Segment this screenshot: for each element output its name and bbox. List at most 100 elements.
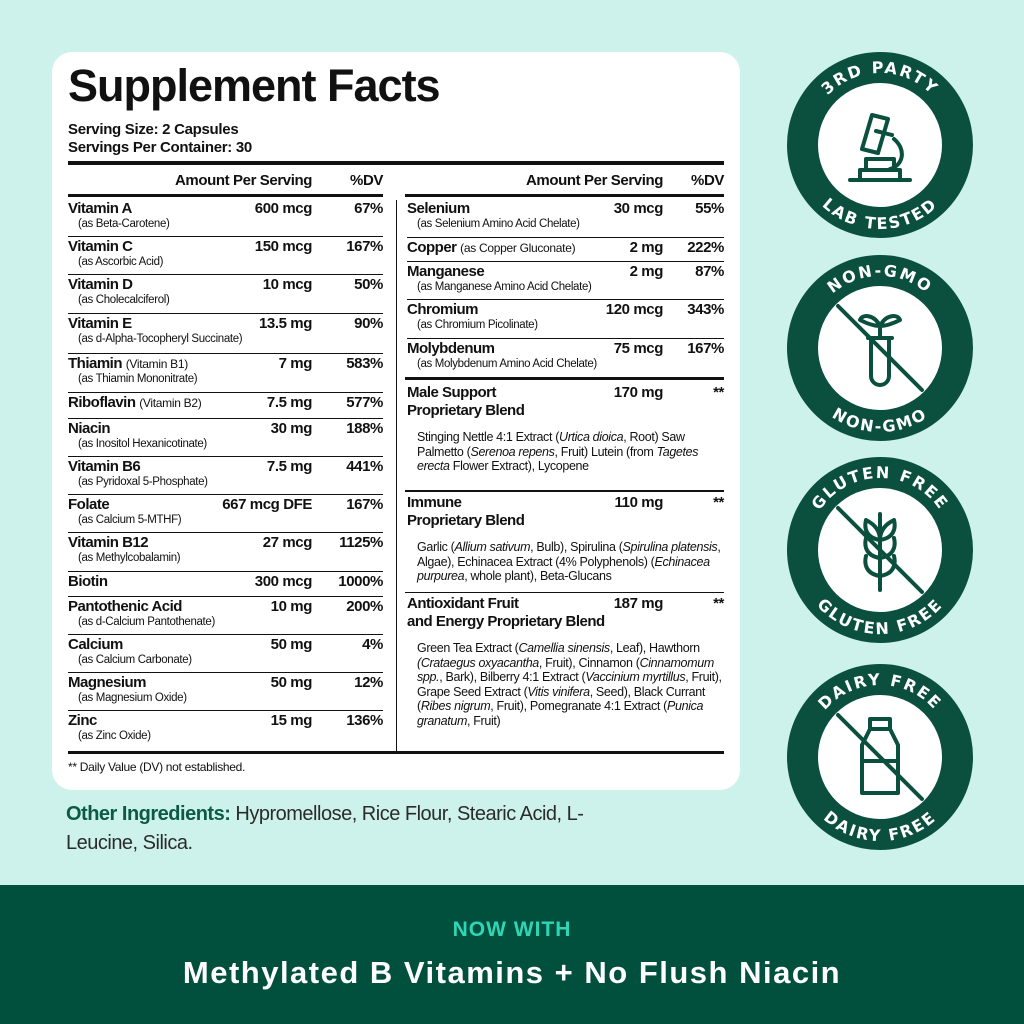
rule bbox=[405, 194, 724, 197]
amount: 110 mg bbox=[614, 494, 664, 511]
nutrient-name: Vitamin B12 bbox=[68, 534, 149, 551]
row-rule bbox=[68, 418, 383, 419]
nutrient-name: Vitamin B6 bbox=[68, 458, 141, 475]
row-rule bbox=[407, 261, 724, 262]
banner bbox=[0, 885, 1024, 1024]
blend-name: Male Support bbox=[407, 384, 497, 401]
nutrient: Vitamin B6 bbox=[68, 458, 141, 475]
row-rule bbox=[407, 299, 724, 300]
gluten-free-icon bbox=[836, 506, 924, 594]
nutrient: Riboflavin bbox=[68, 394, 136, 411]
amount: 2 mg bbox=[629, 263, 664, 280]
serving-size: Serving Size: 2 Capsules bbox=[68, 121, 239, 138]
nutrient: Magnesium bbox=[68, 674, 147, 691]
header-amount: Amount Per Serving bbox=[526, 172, 663, 189]
rule bbox=[68, 161, 724, 165]
nutrient: Molybdenum bbox=[407, 340, 495, 357]
nutrient-name: Chromium bbox=[407, 301, 479, 318]
description-part: , Fruit) Lutein (from bbox=[554, 444, 657, 459]
amount: 75 mcg bbox=[613, 340, 664, 357]
nutrient-source: (as d-Alpha-Tocopheryl Succinate) bbox=[78, 333, 243, 345]
description-part: , Fruit) bbox=[467, 713, 501, 728]
nutrient-source: (as Selenium Amino Acid Chelate) bbox=[417, 218, 580, 230]
daily-value: 343% bbox=[687, 301, 724, 318]
description-part: Allium sativum bbox=[454, 540, 531, 554]
row-rule bbox=[68, 236, 383, 237]
amount: 10 mcg bbox=[262, 276, 313, 293]
description-part: , Leaf), Hawthorn bbox=[609, 641, 700, 655]
nutrient: Vitamin D bbox=[68, 276, 133, 293]
daily-value: 136% bbox=[346, 712, 383, 729]
other-ingredients: Other Ingredients: Hypromellose, Rice Fl… bbox=[66, 800, 626, 858]
daily-value: ** bbox=[713, 595, 724, 612]
description-part: , Fruit), Cinnamon ( bbox=[538, 655, 640, 670]
amount: 50 mg bbox=[270, 674, 313, 691]
amount: 120 mcg bbox=[605, 301, 664, 318]
daily-value: ** bbox=[713, 384, 724, 401]
nutrient-source: (as Manganese Amino Acid Chelate) bbox=[417, 281, 592, 293]
header-dv: %DV bbox=[350, 172, 383, 189]
nutrient: Niacin bbox=[68, 420, 111, 437]
servings-per-container: Servings Per Container: 30 bbox=[68, 139, 252, 156]
nutrient-source: (as Magnesium Oxide) bbox=[78, 692, 187, 704]
blend-name: Immune bbox=[407, 494, 462, 511]
row-rule bbox=[68, 274, 383, 275]
description-part: Vaccinium myrtillus bbox=[585, 670, 686, 684]
title: Supplement Facts bbox=[68, 60, 441, 111]
header-dv: %DV bbox=[691, 172, 724, 189]
nutrient: Biotin bbox=[68, 573, 108, 590]
nutrient: Thiamin bbox=[68, 355, 123, 372]
amount: 30 mcg bbox=[613, 200, 664, 217]
row-rule bbox=[407, 338, 724, 339]
amount: 7.5 mg bbox=[266, 458, 313, 475]
nutrient-source: (as Thiamin Mononitrate) bbox=[78, 373, 198, 385]
nutrient: Selenium bbox=[407, 200, 470, 217]
blend-name: and Energy Proprietary Blend bbox=[407, 613, 605, 630]
nutrient-name: Manganese bbox=[407, 263, 485, 280]
nutrient-name: Vitamin A bbox=[68, 200, 132, 217]
nutrient-qualifier: (Vitamin B2) bbox=[139, 396, 202, 410]
nutrient-qualifier: (as Copper Gluconate) bbox=[460, 241, 576, 255]
description-part: , Fruit), Grape Seed Extract ( bbox=[417, 670, 722, 699]
row-rule bbox=[407, 237, 724, 238]
amount: 15 mg bbox=[270, 712, 313, 729]
rule bbox=[405, 377, 724, 380]
daily-value: 87% bbox=[695, 263, 724, 280]
banner-headline: Methylated B Vitamins + No Flush Niacin bbox=[182, 955, 842, 990]
amount: 300 mcg bbox=[254, 573, 313, 590]
row-rule bbox=[68, 710, 383, 711]
daily-value: 222% bbox=[687, 239, 724, 256]
amount: 667 mcg DFE bbox=[222, 496, 312, 513]
microscope-icon bbox=[848, 113, 912, 182]
nutrient-source: (as Cholecalciferol) bbox=[78, 294, 170, 306]
row-rule bbox=[68, 353, 383, 354]
amount: 30 mg bbox=[270, 420, 313, 437]
nutrient-source: (as Calcium 5-MTHF) bbox=[78, 514, 182, 526]
daily-value: ** bbox=[713, 494, 724, 511]
row-rule bbox=[68, 672, 383, 673]
description-part: Stinging Nettle 4:1 Extract ( bbox=[417, 430, 560, 444]
dairy-free-icon bbox=[836, 713, 924, 801]
nutrient-source: (as d-Calcium Pantothenate) bbox=[78, 616, 215, 628]
daily-value: 12% bbox=[354, 674, 383, 691]
description-part: Punica granatum bbox=[417, 699, 704, 728]
description-part: Cinnamomum spp. bbox=[417, 655, 714, 685]
amount: 50 mg bbox=[270, 636, 313, 653]
banner-kicker: NOW WITH bbox=[452, 918, 572, 941]
amount: 27 mcg bbox=[262, 534, 313, 551]
header-amount: Amount Per Serving bbox=[175, 172, 312, 189]
description-part: , Fruit), Pomegranate 4:1 Extract ( bbox=[490, 699, 667, 713]
amount: 187 mg bbox=[613, 595, 664, 612]
description-part: Urtica dioica bbox=[559, 430, 624, 444]
description-part: Tagetes erecta bbox=[417, 444, 699, 474]
nutrient: Vitamin E bbox=[68, 315, 132, 332]
rule bbox=[68, 751, 724, 754]
nutrient-name: Molybdenum bbox=[407, 340, 495, 357]
nutrient-name: Calcium bbox=[68, 636, 123, 653]
nutrient: Vitamin B12 bbox=[68, 534, 149, 551]
daily-value: 90% bbox=[354, 315, 383, 332]
amount: 150 mcg bbox=[254, 238, 313, 255]
nutrient: Chromium bbox=[407, 301, 479, 318]
